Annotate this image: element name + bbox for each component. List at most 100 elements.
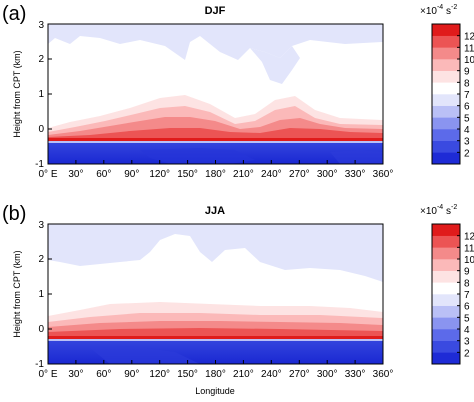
panel-b-x-tick: 270° bbox=[289, 369, 310, 380]
panel-b-x-tick: 210° bbox=[233, 369, 254, 380]
panel-b-y-label: Height from CPT (km) bbox=[12, 250, 22, 337]
panel-b-unit-base: ×10 bbox=[420, 206, 437, 217]
colorbar-swatch bbox=[432, 305, 460, 318]
colorbar-swatch bbox=[432, 329, 460, 341]
colorbar-swatch bbox=[432, 340, 460, 353]
colorbar-swatch bbox=[432, 352, 460, 365]
colorbar-tick-label: 9 bbox=[464, 267, 470, 278]
colorbar-tick-label: 3 bbox=[464, 337, 470, 348]
panel-b-x-tick: 90° bbox=[124, 369, 139, 380]
panel-a-x-tick: 120° bbox=[149, 169, 170, 180]
colorbar-swatch bbox=[432, 105, 460, 118]
panel-b-unit-s: s bbox=[443, 206, 451, 217]
panel-a-x-tick: 210° bbox=[233, 169, 254, 180]
panel-b-label: (b) bbox=[2, 203, 26, 225]
panel-a-title: DJF bbox=[205, 5, 226, 17]
panel-a-upper-field bbox=[48, 24, 383, 60]
panel-a-x-tick: 300° bbox=[317, 169, 338, 180]
colorbar-swatch bbox=[432, 282, 460, 295]
colorbar-tick-label: 8 bbox=[464, 78, 470, 89]
panel-a-y-tick: -1 bbox=[35, 159, 44, 170]
panel-b-x-tick: 30° bbox=[68, 369, 83, 380]
colorbar-tick-label: 10 bbox=[464, 55, 474, 66]
panel-a-x-tick: 240° bbox=[261, 169, 282, 180]
panel-b-x-label: Longitude bbox=[195, 386, 235, 396]
panel-a-y-tick: 1 bbox=[38, 89, 44, 100]
panel-b-x-tick: 120° bbox=[149, 369, 170, 380]
panel-b-title: JJA bbox=[205, 205, 225, 217]
panel-b-x-tick: 360° bbox=[373, 369, 394, 380]
panel-a-x-tick: 90° bbox=[124, 169, 139, 180]
colorbar-swatch bbox=[432, 117, 460, 130]
panel-b-unit-exp: -2 bbox=[451, 204, 457, 211]
panel-a-x-tick: 60° bbox=[96, 169, 111, 180]
panel-b-x-tick: 330° bbox=[345, 369, 366, 380]
colorbar-tick-label: 5 bbox=[464, 113, 470, 124]
colorbar-swatch bbox=[432, 35, 460, 48]
panel-b-y-axis: -1 0 1 2 3 Height from CPT (km) bbox=[12, 220, 52, 370]
panel-a-x-tick: 0° E bbox=[38, 169, 57, 180]
colorbar-swatch bbox=[432, 140, 460, 153]
panel-a-y-label: Height from CPT (km) bbox=[12, 50, 22, 137]
colorbar-swatch bbox=[432, 70, 460, 83]
panel-b-x-tick: 180° bbox=[205, 369, 226, 380]
colorbar-swatch bbox=[432, 317, 460, 330]
colorbar-tick-label: 3 bbox=[464, 137, 470, 148]
panel-b-y-tick: 3 bbox=[38, 220, 44, 231]
panel-b-x-tick: 240° bbox=[261, 369, 282, 380]
colorbar-tick-label: 2 bbox=[464, 148, 470, 159]
colorbar-tick-label: 8 bbox=[464, 278, 470, 289]
colorbar-tick-label: 2 bbox=[464, 348, 470, 359]
panel-a: (a) DJF -1 0 bbox=[2, 3, 474, 180]
panel-b-unit-exp: -4 bbox=[437, 204, 443, 211]
panel-a-x-tick: 150° bbox=[177, 169, 198, 180]
panel-a-unit-base: ×10 bbox=[420, 6, 437, 17]
colorbar-tick-label: 12 bbox=[464, 32, 474, 43]
svg-text:×10-4 s-2: ×10-4 s-2 bbox=[420, 204, 457, 217]
panel-b-upper-field bbox=[48, 224, 383, 282]
colorbar-tick-label: 9 bbox=[464, 67, 470, 78]
colorbar-tick-label: 10 bbox=[464, 255, 474, 266]
colorbar-tick-label: 12 bbox=[464, 232, 474, 243]
panel-a-y-tick: 2 bbox=[38, 54, 44, 65]
colorbar-tick-label: 5 bbox=[464, 313, 470, 324]
colorbar-tick-label: 11 bbox=[464, 243, 474, 254]
panel-b: (b) JJA -1 0 1 2 bbox=[2, 203, 474, 396]
colorbar-tick-label: 4 bbox=[464, 125, 470, 136]
colorbar-swatch bbox=[432, 24, 460, 36]
colorbar-swatch bbox=[432, 59, 460, 71]
colorbar-swatch bbox=[432, 82, 460, 95]
panel-a-label: (a) bbox=[2, 3, 26, 25]
panel-a-y-tick: 3 bbox=[38, 20, 44, 31]
svg-text:×10-4 s-2: ×10-4 s-2 bbox=[420, 4, 457, 17]
colorbar-tick-label: 6 bbox=[464, 302, 470, 313]
colorbar-swatch bbox=[432, 224, 460, 236]
colorbar-swatch bbox=[432, 294, 460, 306]
panel-b-x-tick: 300° bbox=[317, 369, 338, 380]
panel-a-x-axis: 0° E 30° 60° 90° 120° 150° 180° 210° 240… bbox=[38, 160, 393, 180]
colorbar-swatch bbox=[432, 152, 460, 165]
panel-b-plot-area bbox=[47, 223, 384, 365]
panel-b-y-tick: 1 bbox=[38, 289, 44, 300]
panel-a-x-tick: 30° bbox=[68, 169, 83, 180]
colorbar-tick-label: 4 bbox=[464, 325, 470, 336]
panel-b-y-tick: -1 bbox=[35, 359, 44, 370]
colorbar-swatch bbox=[432, 247, 460, 260]
panel-a-y-axis: -1 0 1 2 3 Height from CPT (km) bbox=[12, 20, 52, 170]
panel-b-x-tick: 60° bbox=[96, 369, 111, 380]
panel-a-x-tick: 270° bbox=[289, 169, 310, 180]
panel-b-y-tick: 2 bbox=[38, 254, 44, 265]
colorbar-swatch bbox=[432, 235, 460, 248]
colorbar-tick-label: 7 bbox=[464, 90, 470, 101]
panel-a-colorbar-swatches bbox=[431, 23, 461, 165]
colorbar-swatch bbox=[432, 129, 460, 141]
panel-a-y-tick: 0 bbox=[38, 124, 44, 135]
panel-b-x-tick: 0° E bbox=[38, 369, 57, 380]
panel-b-y-tick: 0 bbox=[38, 324, 44, 335]
colorbar-tick-label: 11 bbox=[464, 43, 474, 54]
